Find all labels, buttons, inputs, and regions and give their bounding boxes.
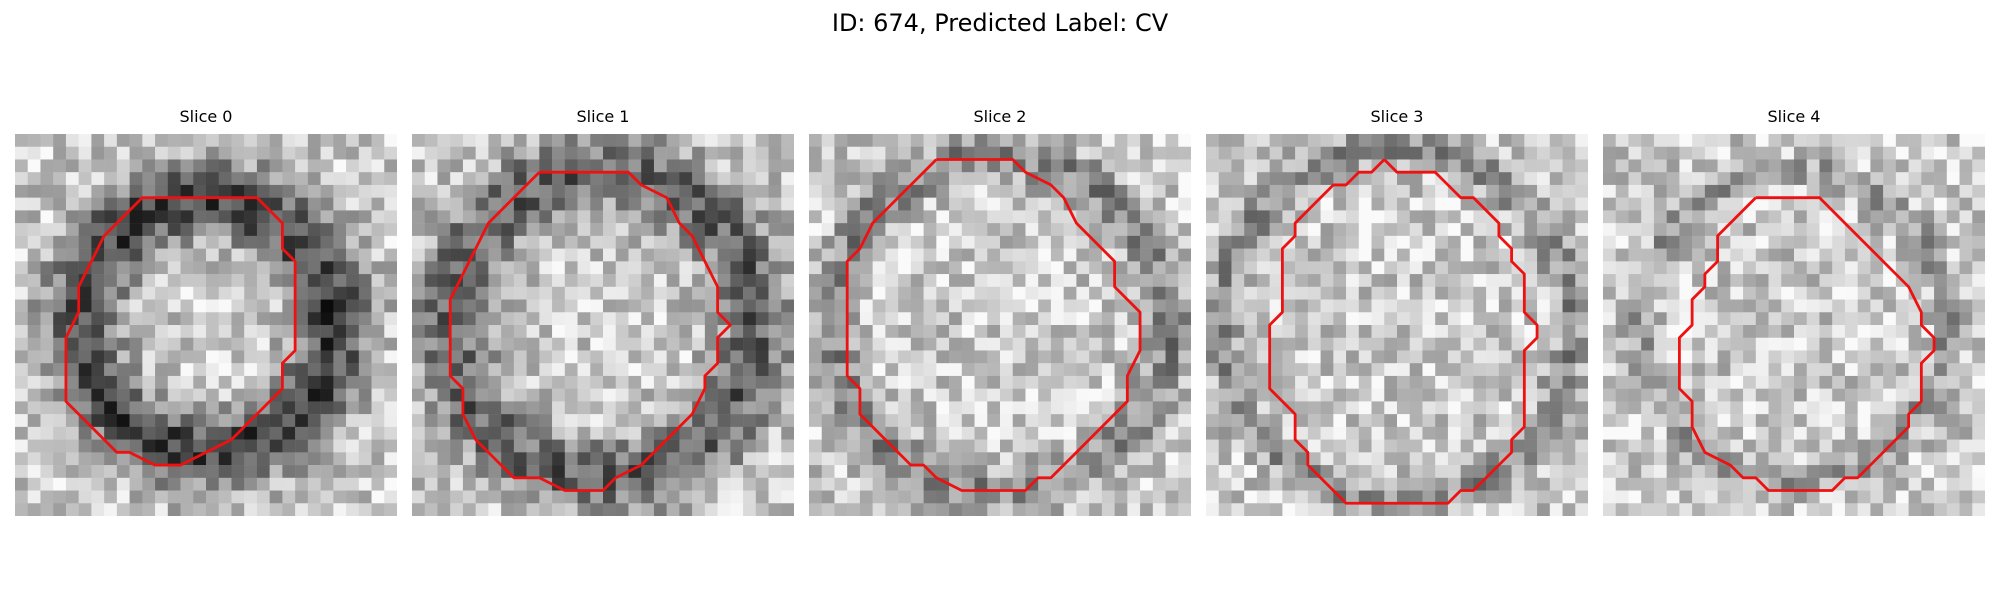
slice-image xyxy=(15,134,397,516)
segmentation-contour xyxy=(64,196,297,467)
slice-pixels xyxy=(1206,134,1588,516)
segmentation-contour xyxy=(845,158,1142,492)
slice-title: Slice 4 xyxy=(1767,107,1821,126)
slice-pixels xyxy=(1603,134,1985,516)
slice-image xyxy=(1603,134,1985,516)
slice-pixels xyxy=(809,134,1191,516)
segmentation-contour xyxy=(1677,196,1936,492)
segmentation-contour xyxy=(1268,158,1539,505)
slice-title: Slice 2 xyxy=(973,107,1027,126)
segmentation-contour xyxy=(448,170,732,492)
slice-pixels xyxy=(412,134,794,516)
slice-title: Slice 1 xyxy=(576,107,630,126)
slice-image xyxy=(809,134,1191,516)
slice-title: Slice 0 xyxy=(179,107,233,126)
figure-title: ID: 674, Predicted Label: CV xyxy=(831,9,1169,37)
slice-pixels xyxy=(15,134,397,516)
slice-image xyxy=(412,134,794,516)
slice-image xyxy=(1206,134,1588,516)
slice-title: Slice 3 xyxy=(1370,107,1424,126)
